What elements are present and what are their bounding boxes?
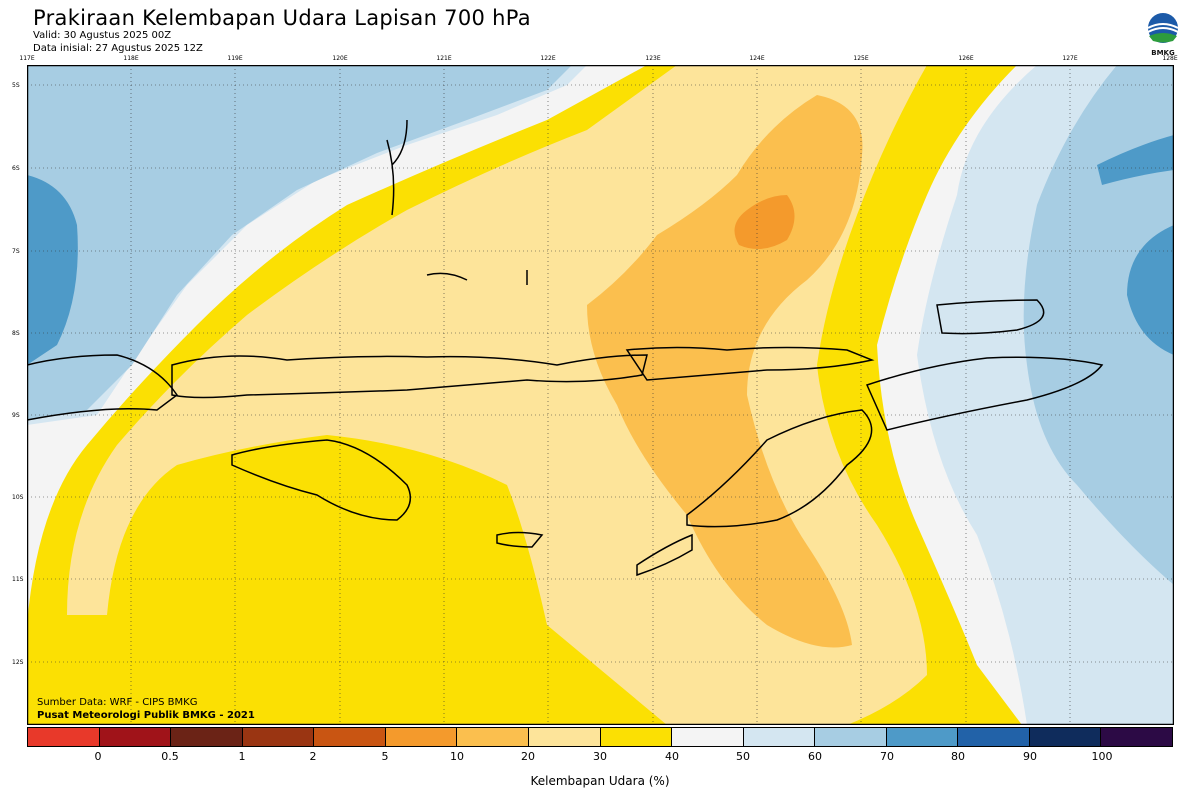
lon-label: 117E <box>19 55 35 62</box>
sumba-coast <box>231 439 412 521</box>
legend-tick: 70 <box>880 750 894 763</box>
deep-orange-10-20-zone <box>734 195 795 249</box>
legend-swatch-7 <box>528 728 601 746</box>
lat-label: 7S <box>12 248 20 255</box>
lon-label: 125E <box>853 55 869 62</box>
legend-swatch-9 <box>672 728 744 746</box>
legend-swatch-13 <box>958 728 1030 746</box>
legend-swatch-10 <box>743 728 816 746</box>
mid-blue-nw-zone <box>27 175 78 365</box>
legend-tick: 1 <box>238 750 246 763</box>
rote-coast <box>636 533 693 577</box>
legend-tick: 100 <box>1091 750 1113 763</box>
legend-tick: 0.5 <box>161 750 179 763</box>
lat-label: 12S <box>12 659 24 666</box>
lat-label: 11S <box>12 576 24 583</box>
legend-swatch-8 <box>600 728 673 746</box>
init-time: Data inisial: 27 Agustus 2025 12Z <box>33 43 203 54</box>
lon-label: 120E <box>332 55 348 62</box>
legend-tick: 80 <box>951 750 965 763</box>
legend-tick: 60 <box>808 750 822 763</box>
lon-label: 126E <box>958 55 974 62</box>
legend-label: Kelembapan Udara (%) <box>530 774 670 788</box>
small-islands <box>426 270 528 285</box>
coastlines <box>27 119 1104 577</box>
light-blue-nw-zone <box>27 65 572 420</box>
legend-tick: 50 <box>736 750 750 763</box>
lat-label: 5S <box>12 82 20 89</box>
wetar-coast <box>865 356 1104 431</box>
legend-swatch-2 <box>171 728 243 746</box>
lat-label: 8S <box>12 330 20 337</box>
legend-tick: 0 <box>94 750 102 763</box>
map-title: Prakiraan Kelembapan Udara Lapisan 700 h… <box>33 6 531 30</box>
longitude-labels: 117E 118E 119E 120E 121E 122E 123E 124E … <box>0 55 1200 65</box>
legend-swatch-15 <box>1101 728 1172 746</box>
lon-label: 128E <box>1162 55 1178 62</box>
legend-tick: 30 <box>593 750 607 763</box>
legend-swatch-11 <box>815 728 887 746</box>
orange-20-30-zone <box>587 95 863 648</box>
lon-label: 122E <box>540 55 556 62</box>
legend-tick: 10 <box>450 750 464 763</box>
logo-text: BMKG <box>1151 49 1175 57</box>
lon-label: 121E <box>436 55 452 62</box>
lon-label: 124E <box>749 55 765 62</box>
lon-label: 127E <box>1062 55 1078 62</box>
sumbawa-flores-coast <box>171 354 648 399</box>
center-name: Pusat Meteorologi Publik BMKG - 2021 <box>37 710 255 721</box>
sulawesi-coast <box>386 119 408 216</box>
humidity-map <box>27 65 1174 725</box>
mid-blue-ne-spot <box>1097 135 1174 185</box>
sawu-coast <box>496 531 544 548</box>
lon-label: 119E <box>227 55 243 62</box>
legend-swatch-5 <box>385 728 458 746</box>
legend-tick: 40 <box>665 750 679 763</box>
east-island-coast <box>936 299 1045 335</box>
legend-swatch-14 <box>1029 728 1102 746</box>
lat-label: 10S <box>12 494 24 501</box>
light-blue-east-zone <box>1023 65 1174 585</box>
legend-swatch-3 <box>242 728 315 746</box>
legend-tick: 90 <box>1023 750 1037 763</box>
legend-swatch-4 <box>314 728 386 746</box>
mid-blue-east-spot <box>1127 225 1174 355</box>
legend-swatch-0 <box>28 728 100 746</box>
legend-swatch-1 <box>99 728 172 746</box>
bmkg-logo: BMKG <box>1147 13 1179 57</box>
bali-lombok-coast <box>27 354 179 421</box>
color-legend <box>27 727 1173 747</box>
lon-label: 118E <box>123 55 139 62</box>
lat-label: 9S <box>12 412 20 419</box>
lat-label: 6S <box>12 165 20 172</box>
legend-tick: 5 <box>381 750 389 763</box>
timor-coast <box>686 409 873 528</box>
valid-time: Valid: 30 Agustus 2025 00Z <box>33 30 172 41</box>
map-frame <box>27 65 1174 725</box>
legend-tick: 20 <box>521 750 535 763</box>
data-source: Sumber Data: WRF - CIPS BMKG <box>37 697 198 708</box>
lon-label: 123E <box>645 55 661 62</box>
legend-tick: 2 <box>309 750 317 763</box>
alor-coast <box>625 346 875 381</box>
legend-swatch-12 <box>886 728 959 746</box>
legend-swatch-6 <box>457 728 529 746</box>
